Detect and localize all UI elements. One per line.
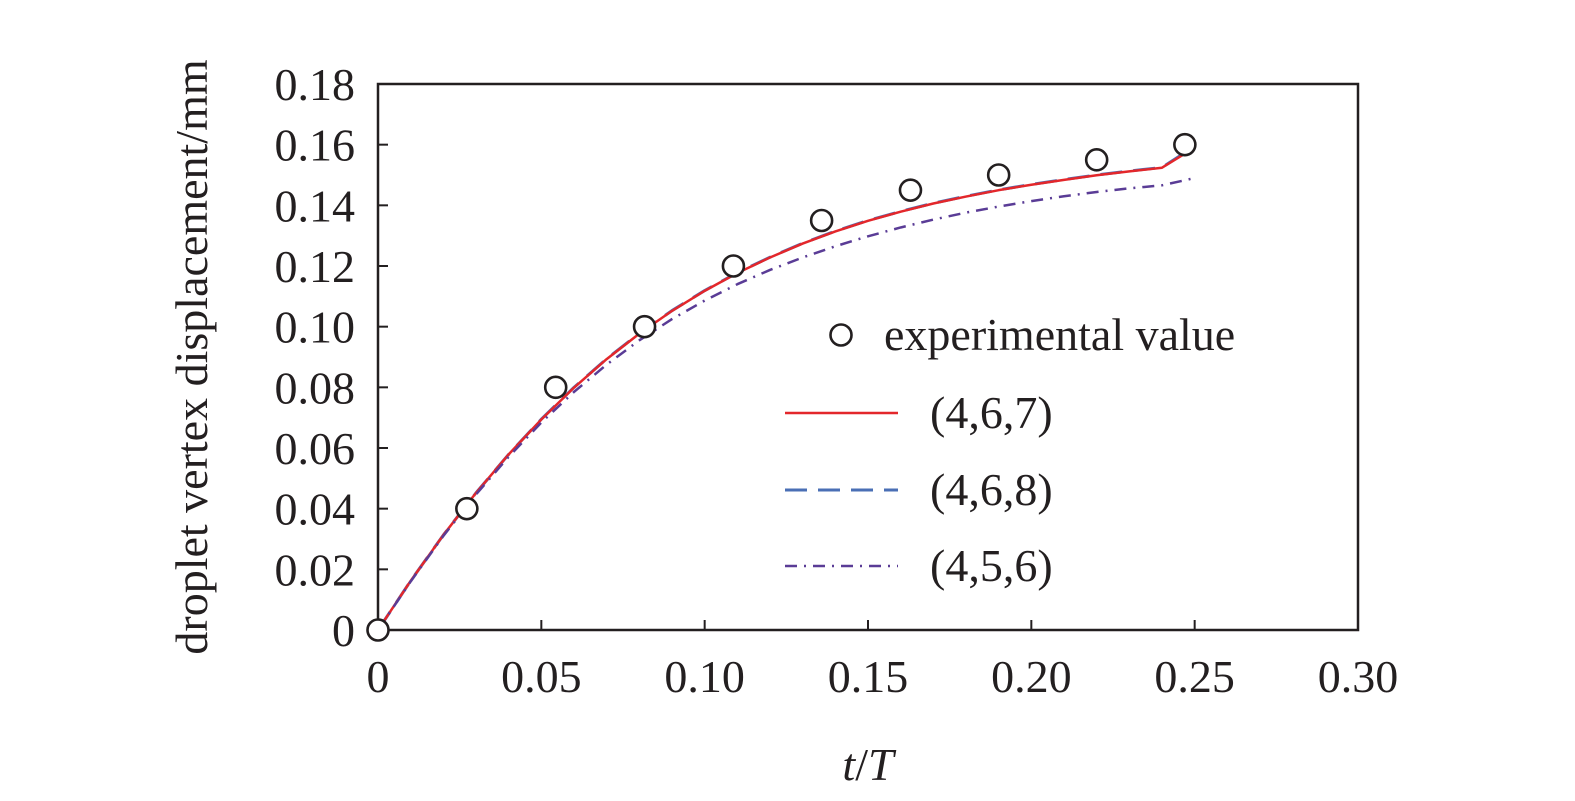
y-tick-label: 0.02 [275, 544, 356, 595]
data-point-experimental [366, 618, 390, 642]
x-tick-label: 0.20 [991, 651, 1072, 702]
x-axis-title: t/T [842, 739, 897, 790]
x-axis-title-sep: / [855, 739, 868, 790]
data-point-experimental [543, 375, 568, 400]
x-axis-title-denom: T [868, 739, 897, 790]
x-tick-label: 0.30 [1318, 651, 1399, 702]
x-tick-label: 0 [367, 651, 390, 702]
legend-item-experimental-value: experimental value [829, 309, 1235, 360]
series-line-4-5-6 [376, 176, 1195, 631]
data-point-experimental [1173, 132, 1197, 157]
legend-item-4-5-6: (4,5,6) [785, 540, 1053, 591]
y-tick-label: 0.08 [275, 362, 356, 413]
y-tick-label: 0.06 [275, 423, 356, 474]
data-point-experimental [986, 163, 1011, 187]
y-tick-label: 0.04 [275, 484, 356, 535]
legend-label: experimental value [884, 309, 1235, 360]
data-point-experimental [898, 178, 923, 202]
legend-item-4-6-8: (4,6,8) [785, 464, 1053, 515]
x-tick-label: 0.05 [501, 651, 582, 702]
data-point-experimental [721, 254, 746, 278]
legend: experimental value (4,6,7) (4,6,8) (4,5,6) [785, 309, 1235, 591]
x-axis-title-var: t [842, 739, 856, 790]
y-tick-label: 0.18 [275, 59, 356, 110]
y-tick-label: 0.14 [275, 180, 356, 231]
y-tick-label: 0 [332, 605, 355, 656]
x-axis-ticks: 0 0.05 0.10 0.15 0.20 0.25 0.30 [367, 620, 1399, 702]
series-line-4-6-7 [376, 146, 1196, 631]
data-point-experimental [809, 208, 834, 233]
series-markers [366, 132, 1197, 642]
x-tick-label: 0.25 [1154, 651, 1235, 702]
legend-item-4-6-7: (4,6,7) [785, 387, 1053, 438]
y-axis-ticks: 0 0.02 0.04 0.06 0.08 0.10 0.12 0.14 0.16 0.18 [275, 59, 388, 656]
y-tick-label: 0.12 [275, 241, 356, 292]
legend-label: (4,6,8) [930, 464, 1053, 515]
y-tick-label: 0.16 [275, 120, 356, 171]
legend-label: (4,5,6) [930, 540, 1053, 591]
y-axis-title: droplet vertex displacement/mm [166, 59, 217, 654]
legend-swatch-marker [829, 323, 853, 347]
data-point-experimental [455, 496, 479, 521]
data-point-experimental [632, 314, 657, 339]
legend-label: (4,6,7) [930, 387, 1053, 438]
series-lines [376, 144, 1196, 631]
x-tick-label: 0.15 [828, 651, 909, 702]
series-line-4-6-8 [376, 144, 1196, 631]
x-tick-label: 0.10 [664, 651, 745, 702]
y-tick-label: 0.10 [275, 302, 356, 353]
data-point-experimental [1084, 148, 1109, 172]
